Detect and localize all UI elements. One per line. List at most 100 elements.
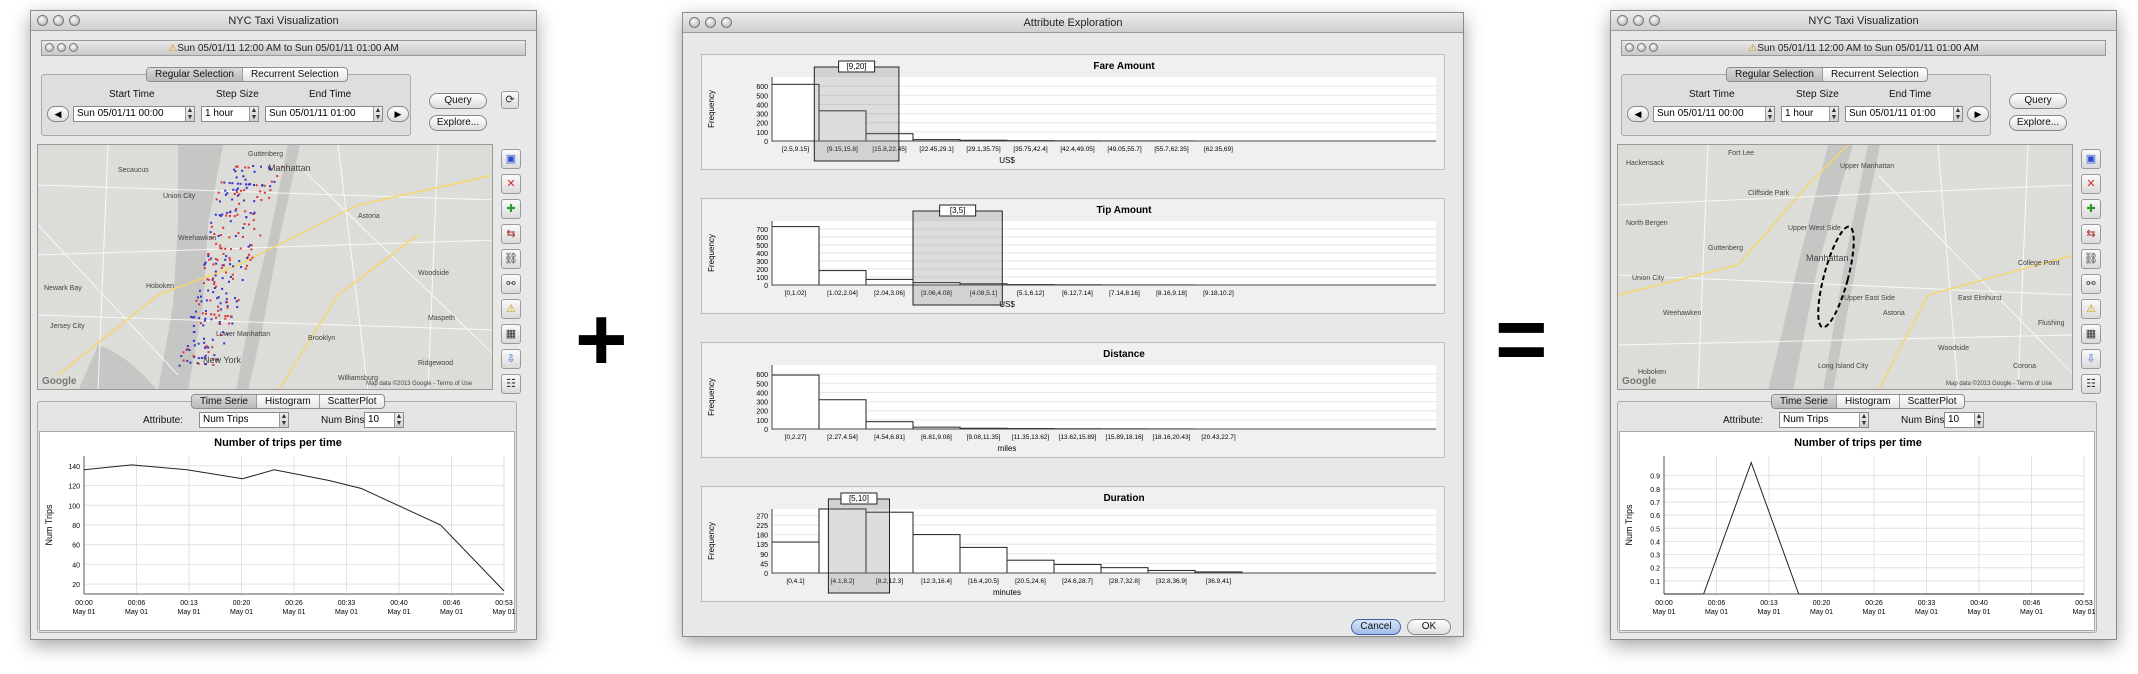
x-tick-label: [1.02,2.04] [827, 290, 858, 297]
minimize-icon[interactable] [1637, 43, 1646, 52]
add-region-icon[interactable]: ✚ [2081, 199, 2101, 219]
zoom-icon[interactable] [69, 15, 80, 26]
stepper-icon[interactable]: ▲ ▼ [373, 107, 382, 121]
duration-histogram[interactable]: Duration Frequency 0 45 90 135 180 225 270 [0,4.1… [701, 486, 1445, 602]
query-button[interactable]: Query [429, 93, 487, 109]
table-icon[interactable]: ☷ [501, 374, 521, 394]
stepper-icon[interactable]: ▲ ▼ [279, 413, 288, 427]
trip-dot [212, 291, 215, 294]
map-credit[interactable]: Map data ©2013 Google - Terms of Use [366, 381, 473, 387]
trip-dot [269, 168, 272, 170]
select-region-icon[interactable]: ▣ [501, 149, 521, 169]
trip-dot [242, 227, 245, 229]
stepper-icon[interactable]: ▲ ▼ [1859, 413, 1868, 427]
tab-scatterplot[interactable]: ScatterPlot [327, 396, 377, 407]
close-icon[interactable] [1617, 15, 1628, 26]
y-tick-label: 180 [756, 533, 768, 540]
explore-button[interactable]: Explore... [2009, 115, 2067, 131]
histogram-bar [771, 374, 820, 430]
minimize-icon[interactable] [57, 43, 66, 52]
minimize-icon[interactable] [1633, 15, 1644, 26]
x-tick-label: [6.12,7.14] [1062, 290, 1093, 297]
link-icon[interactable]: ⛓ [2081, 249, 2101, 269]
prev-button[interactable]: ◀ [47, 106, 69, 122]
end-time-field[interactable]: Sun 05/01/11 01:00 ▲ ▼ [265, 106, 383, 122]
close-icon[interactable] [1625, 43, 1634, 52]
start-time-field[interactable]: Sun 05/01/11 00:00 ▲ ▼ [73, 106, 195, 122]
export-icon[interactable]: ⇩ [501, 349, 521, 369]
map-credit[interactable]: Map data ©2013 Google - Terms of Use [1946, 381, 2053, 387]
tab-scatterplot[interactable]: ScatterPlot [1907, 396, 1957, 407]
start-time-field[interactable]: Sun 05/01/11 00:00 ▲ ▼ [1653, 106, 1775, 122]
map-view[interactable]: Upper Manhattan Manhattan Upper East Sid… [1617, 144, 2073, 390]
warning-icon[interactable]: ⚠ [2081, 299, 2101, 319]
warning-icon: ⚠ [1748, 43, 1758, 54]
tab-regular-selection[interactable]: Regular Selection [147, 68, 243, 81]
attribute-select[interactable]: Num Trips ▲ ▼ [1779, 412, 1869, 428]
trip-dot [229, 276, 232, 278]
zoom-icon[interactable] [1649, 43, 1658, 52]
tab-recurrent-selection[interactable]: Recurrent Selection [1830, 69, 1919, 80]
cancel-button[interactable]: Cancel [1351, 619, 1401, 635]
next-button[interactable]: ▶ [387, 106, 409, 122]
tab-recurrent-selection[interactable]: Recurrent Selection [250, 69, 339, 80]
ok-button[interactable]: OK [1407, 619, 1451, 635]
remove-region-icon[interactable]: ✕ [2081, 174, 2101, 194]
tab-regular-selection[interactable]: Regular Selection [1727, 68, 1823, 81]
step-size-select[interactable]: 1 hour ▲ ▼ [1781, 106, 1839, 122]
stepper-icon[interactable]: ▲ ▼ [249, 107, 258, 121]
next-button[interactable]: ▶ [1967, 106, 1989, 122]
prev-button[interactable]: ◀ [1627, 106, 1649, 122]
distance-histogram[interactable]: Distance Frequency 0 100 200 300 400 500 600 [0,2… [701, 342, 1445, 458]
close-icon[interactable] [37, 15, 48, 26]
trip-dot [241, 169, 244, 172]
stepper-icon[interactable]: ▲ ▼ [1765, 107, 1774, 121]
attribute-select[interactable]: Num Trips ▲ ▼ [199, 412, 289, 428]
tab-time-serie[interactable]: Time Serie [192, 395, 257, 408]
stepper-icon[interactable]: ▲ ▼ [1974, 413, 1983, 427]
tip-amount-histogram[interactable]: Tip Amount Frequency 0 100 200 300 400 500 600 70… [701, 198, 1445, 314]
x-tick-label: 00:46 [443, 600, 461, 607]
fare-amount-histogram[interactable]: Fare Amount Frequency 0 100 200 300 400 500 600 [… [701, 54, 1445, 170]
num-bins-field[interactable]: 10 ▲ ▼ [364, 412, 404, 428]
unlink-icon[interactable]: ⚯ [501, 274, 521, 294]
zoom-icon[interactable] [69, 43, 78, 52]
end-time-field[interactable]: Sun 05/01/11 01:00 ▲ ▼ [1845, 106, 1963, 122]
swap-region-icon[interactable]: ⇆ [2081, 224, 2101, 244]
map-view[interactable]: Union City Secaucus Manhattan Hoboken Je… [37, 144, 493, 390]
link-icon[interactable]: ⛓ [501, 249, 521, 269]
select-region-icon[interactable]: ▣ [2081, 149, 2101, 169]
num-bins-field[interactable]: 10 ▲ ▼ [1944, 412, 1984, 428]
minimize-icon[interactable] [705, 17, 716, 28]
trip-dot [210, 221, 213, 224]
grid-icon[interactable]: ▦ [2081, 324, 2101, 344]
export-icon[interactable]: ⇩ [2081, 349, 2101, 369]
explore-button[interactable]: Explore... [429, 115, 487, 131]
warning-icon[interactable]: ⚠ [501, 299, 521, 319]
grid-icon[interactable]: ▦ [501, 324, 521, 344]
stepper-icon[interactable]: ▲ ▼ [1953, 107, 1962, 121]
add-region-icon[interactable]: ✚ [501, 199, 521, 219]
step-size-select[interactable]: 1 hour ▲ ▼ [201, 106, 259, 122]
x-tick-label: [15.89,18.16] [1106, 434, 1144, 441]
tab-histogram[interactable]: Histogram [1837, 395, 1900, 408]
swap-region-icon[interactable]: ⇆ [501, 224, 521, 244]
stepper-icon[interactable]: ▲ ▼ [394, 413, 403, 427]
trip-dot [204, 357, 207, 360]
tab-histogram[interactable]: Histogram [257, 395, 320, 408]
close-icon[interactable] [689, 17, 700, 28]
unlink-icon[interactable]: ⚯ [2081, 274, 2101, 294]
refresh-icon[interactable]: ⟳ [501, 91, 519, 109]
minimize-icon[interactable] [53, 15, 64, 26]
x-tick-label: [0,4.1] [786, 578, 804, 585]
stepper-icon[interactable]: ▲ ▼ [1829, 107, 1838, 121]
tab-time-serie[interactable]: Time Serie [1772, 395, 1837, 408]
table-icon[interactable]: ☷ [2081, 374, 2101, 394]
stepper-icon[interactable]: ▲ ▼ [185, 107, 194, 121]
zoom-icon[interactable] [721, 17, 732, 28]
zoom-icon[interactable] [1649, 15, 1660, 26]
trip-dot [205, 299, 208, 302]
remove-region-icon[interactable]: ✕ [501, 174, 521, 194]
close-icon[interactable] [45, 43, 54, 52]
query-button[interactable]: Query [2009, 93, 2067, 109]
